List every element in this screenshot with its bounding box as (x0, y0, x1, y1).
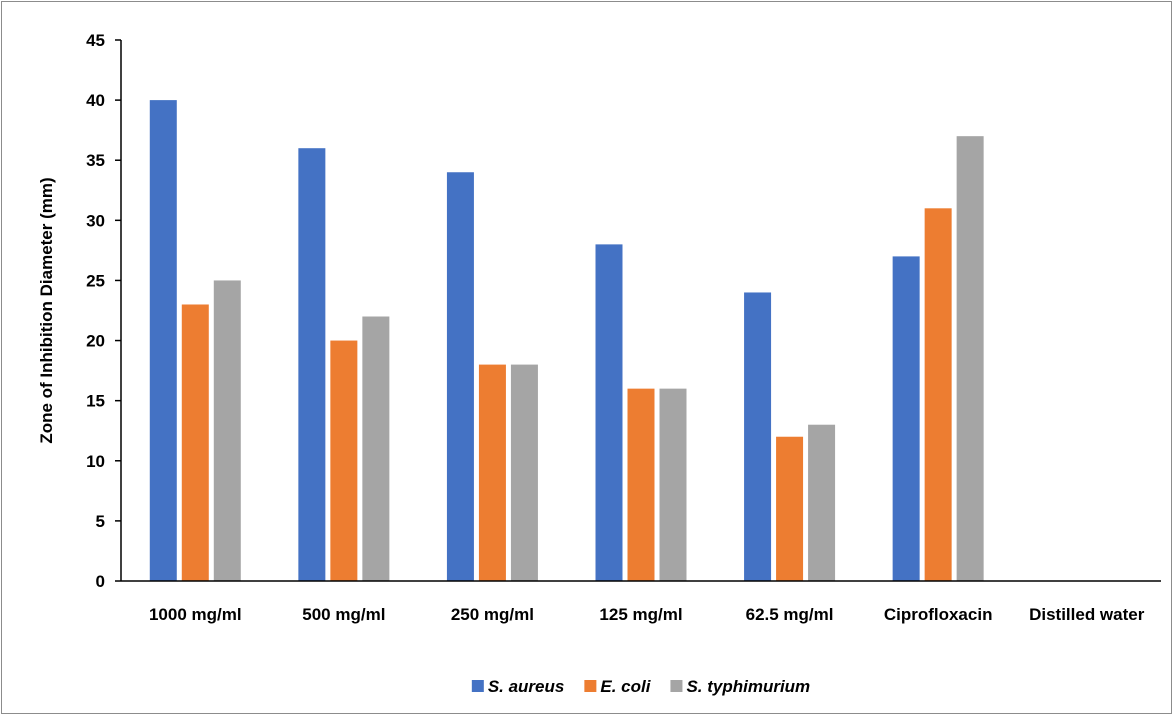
legend-item: S. typhimurium (670, 677, 810, 696)
y-tick-label: 15 (86, 392, 105, 411)
x-tick-label: Ciprofloxacin (884, 605, 993, 624)
bar (298, 148, 326, 581)
legend-label: S. typhimurium (686, 677, 810, 696)
legend-item: S. aureus (471, 677, 565, 696)
y-tick-label: 5 (96, 512, 105, 531)
x-tick-label: 1000 mg/ml (149, 605, 242, 624)
y-axis-ticks: 0 5 10 15 20 25 30 35 40 45 (86, 31, 121, 591)
y-tick-label: 20 (86, 332, 105, 351)
legend-swatch (471, 680, 484, 692)
legend-item: E. coli (584, 677, 652, 696)
bar (659, 388, 687, 581)
y-tick-label: 25 (86, 271, 105, 290)
bar (595, 244, 623, 581)
y-axis-title: Zone of Inhibition Diameter (mm) (37, 177, 56, 443)
legend-swatch (670, 680, 683, 692)
y-tick-label: 40 (86, 91, 105, 110)
x-tick-label: 62.5 mg/ml (746, 605, 834, 624)
bar (510, 364, 538, 581)
bar (744, 292, 772, 581)
x-tick-label: 125 mg/ml (599, 605, 682, 624)
bar (627, 388, 655, 581)
legend: S. aureus E. coli S. typhimurium (471, 677, 810, 696)
y-tick-label: 45 (86, 31, 105, 50)
bar (478, 364, 506, 581)
bar (776, 436, 804, 581)
bar (892, 256, 920, 581)
y-tick-label: 30 (86, 211, 105, 230)
bar (213, 280, 241, 581)
x-axis-category-labels: 1000 mg/ml 500 mg/ml 250 mg/ml 125 mg/ml 62.… (149, 605, 1145, 624)
bar (956, 136, 984, 581)
x-tick-label: Distilled water (1029, 605, 1145, 624)
x-tick-label: 500 mg/ml (302, 605, 385, 624)
legend-label: E. coli (600, 677, 651, 696)
bar (362, 316, 390, 581)
y-tick-label: 10 (86, 452, 105, 471)
y-tick-label: 35 (86, 151, 105, 170)
bar (808, 424, 836, 581)
y-tick-label: 0 (96, 572, 105, 591)
bar (924, 208, 952, 582)
bar (446, 172, 474, 581)
bars (149, 100, 984, 582)
bar (330, 340, 358, 581)
x-tick-label: 250 mg/ml (451, 605, 534, 624)
bar (149, 100, 177, 581)
legend-label: S. aureus (488, 677, 565, 696)
legend-swatch (584, 680, 597, 692)
bar (181, 304, 209, 581)
